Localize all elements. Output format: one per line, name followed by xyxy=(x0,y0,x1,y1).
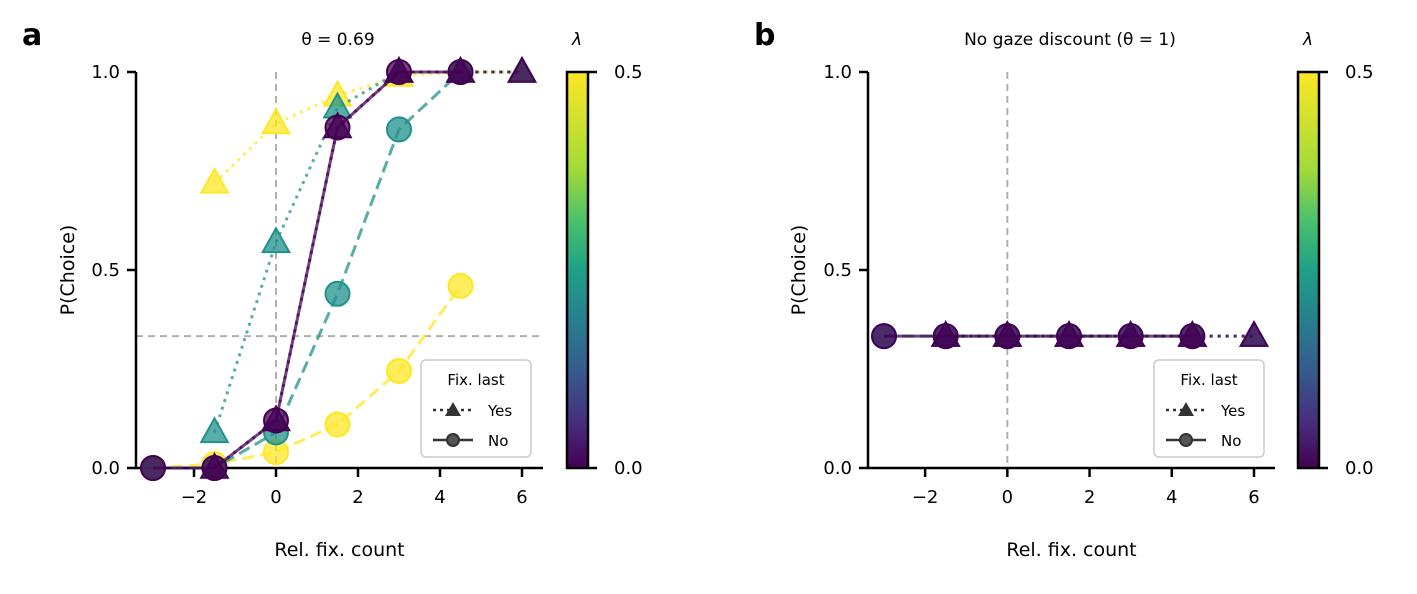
y-axis-label: P(Choice) xyxy=(788,225,810,316)
legend: Fix. last Yes No xyxy=(1153,359,1265,458)
x-tick-label: 2 xyxy=(1084,487,1095,508)
data-point-circle xyxy=(871,323,897,350)
panel-title: θ = 0.69 xyxy=(301,30,374,50)
y-axis-label: P(Choice) xyxy=(57,225,79,316)
colorbar-gradient xyxy=(565,70,590,470)
y-tick-label: 0.0 xyxy=(823,458,852,479)
x-axis-label: Rel. fix. count xyxy=(274,539,404,561)
series-lambda-0-yes xyxy=(930,320,1270,347)
data-point-circle xyxy=(386,59,412,85)
legend-title: Fix. last xyxy=(1180,371,1237,389)
x-tick-label: 4 xyxy=(434,487,445,508)
colorbar-tick-label: 0.5 xyxy=(1345,62,1374,83)
series-line xyxy=(153,70,461,470)
series-lambda-0.5-yes xyxy=(199,55,538,194)
panel-b: b No gaze discount (θ = 1) 0.0 0.5 1.0 −2 0 2 4 6… xyxy=(754,18,1374,561)
legend-box xyxy=(420,359,532,458)
data-point-circle xyxy=(447,272,474,299)
series-lambda-0.25-yes xyxy=(930,320,1270,347)
colorbar-tick-label: 0.5 xyxy=(614,62,643,83)
panel-label: b xyxy=(754,18,775,53)
series-lambda-0-no xyxy=(871,323,1206,350)
data-point-circle xyxy=(263,407,289,434)
x-tick-label: 4 xyxy=(1166,487,1177,508)
x-tick-label: 6 xyxy=(1248,487,1259,508)
series-line xyxy=(152,284,462,470)
data-point-triangle xyxy=(1238,320,1270,347)
data-point-circle xyxy=(140,455,166,481)
legend-marker-triangle xyxy=(1178,402,1194,416)
colorbar-gradient xyxy=(1296,70,1321,470)
legend-marker-triangle xyxy=(445,402,461,416)
y-tick-label: 0.0 xyxy=(91,458,120,479)
data-point-triangle xyxy=(199,416,230,444)
legend-box xyxy=(1153,359,1265,458)
legend-label: Yes xyxy=(487,402,512,420)
colorbar: λ 0.5 0.0 xyxy=(565,30,643,479)
legend-label: Yes xyxy=(1220,402,1245,420)
data-point-circle xyxy=(1056,323,1082,350)
legend: Fix. last Yes No xyxy=(420,359,532,458)
x-tick-label: −2 xyxy=(912,487,939,508)
data-point-circle xyxy=(324,114,351,141)
data-point-circle xyxy=(1179,323,1206,350)
colorbar-label: λ xyxy=(571,30,582,50)
colorbar-tick-label: 0.0 xyxy=(614,458,643,479)
colorbar: λ 0.5 0.0 xyxy=(1296,30,1374,479)
data-point-circle xyxy=(324,280,351,307)
panel-a: a θ = 0.69 0.0 0.5 1.0 −2 0 2 4 6 Rel. fix. count P… xyxy=(22,18,643,561)
data-point-circle xyxy=(386,357,412,384)
data-point-triangle xyxy=(260,107,292,135)
legend-marker-circle xyxy=(1179,433,1193,447)
colorbar-tick-label: 0.0 xyxy=(1345,458,1374,479)
data-point-triangle xyxy=(260,226,292,254)
legend-title: Fix. last xyxy=(447,371,504,389)
panel-label: a xyxy=(22,18,42,53)
data-point-circle xyxy=(994,323,1021,350)
legend-label: No xyxy=(488,432,508,450)
x-tick-label: 0 xyxy=(270,487,281,508)
data-point-circle xyxy=(324,411,351,438)
x-axis-label: Rel. fix. count xyxy=(1006,539,1136,561)
legend-marker-circle xyxy=(446,433,460,447)
series-line xyxy=(213,70,522,184)
x-tick-label: 0 xyxy=(1002,487,1013,508)
data-point-triangle xyxy=(506,55,538,83)
data-point-circle xyxy=(447,59,474,85)
y-tick-label: 1.0 xyxy=(91,62,120,83)
y-tick-label: 0.5 xyxy=(823,260,852,281)
y-tick-label: 1.0 xyxy=(823,62,852,83)
x-tick-label: 2 xyxy=(352,487,363,508)
colorbar-label: λ xyxy=(1302,30,1313,50)
series-line xyxy=(153,70,462,470)
data-point-triangle xyxy=(199,166,230,194)
x-tick-label: 6 xyxy=(516,487,527,508)
panel-title: No gaze discount (θ = 1) xyxy=(964,30,1176,50)
data-point-circle xyxy=(201,455,228,481)
data-point-circle xyxy=(1117,323,1144,350)
legend-label: No xyxy=(1221,432,1241,450)
y-tick-label: 0.5 xyxy=(91,260,120,281)
data-point-circle xyxy=(932,323,959,350)
data-point-circle xyxy=(386,116,412,143)
series-lambda-0-no xyxy=(140,59,474,481)
x-tick-label: −2 xyxy=(181,487,208,508)
